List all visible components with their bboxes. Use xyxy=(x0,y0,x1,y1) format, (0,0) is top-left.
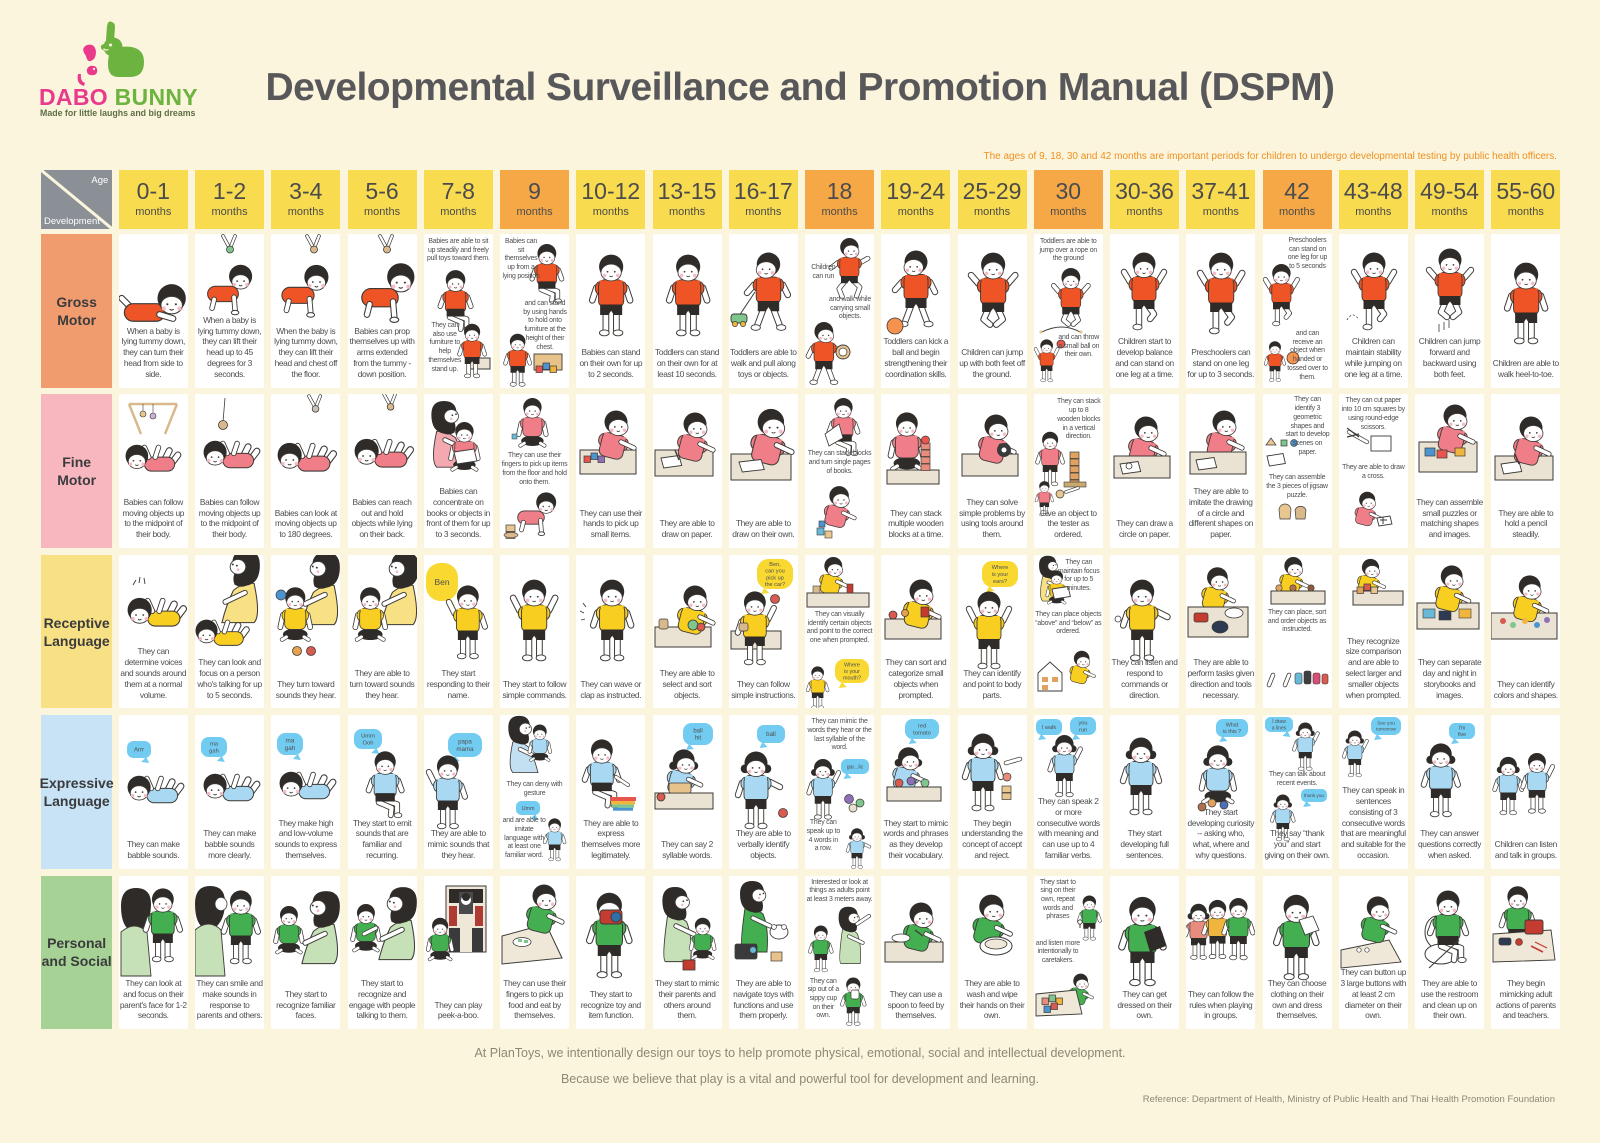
svg-text:I'm: I'm xyxy=(1459,726,1466,732)
svg-text:DABO BUNNY: DABO BUNNY xyxy=(39,84,198,110)
svg-text:tomato: tomato xyxy=(913,731,931,737)
svg-text:gah: gah xyxy=(285,745,296,752)
svg-text:mama: mama xyxy=(456,746,474,753)
svg-text:Ooh: Ooh xyxy=(362,741,373,747)
svg-text:Ben,: Ben, xyxy=(769,562,781,568)
svg-text:hit: hit xyxy=(694,736,701,742)
svg-text:See you: See you xyxy=(1377,721,1395,727)
svg-text:papa: papa xyxy=(458,739,472,746)
svg-text:pick up: pick up xyxy=(766,575,784,581)
svg-text:is this ?: is this ? xyxy=(1223,729,1241,735)
svg-text:ball: ball xyxy=(766,731,776,738)
svg-text:Umm: Umm xyxy=(361,734,375,740)
svg-text:What: What xyxy=(1226,723,1239,729)
svg-text:I draw: I draw xyxy=(1272,719,1286,725)
svg-text:gar...lic: gar...lic xyxy=(847,765,864,771)
svg-text:a lines: a lines xyxy=(1271,726,1286,732)
svg-text:I walk: I walk xyxy=(1042,725,1057,731)
svg-text:five: five xyxy=(1458,732,1466,738)
svg-text:ma: ma xyxy=(210,742,219,748)
svg-text:Where: Where xyxy=(844,662,860,668)
svg-text:you: you xyxy=(1078,721,1087,727)
svg-text:the car?: the car? xyxy=(765,582,785,588)
svg-text:thank you: thank you xyxy=(1304,793,1324,798)
svg-text:red: red xyxy=(918,724,926,730)
svg-text:mouth?: mouth? xyxy=(843,675,861,681)
svg-text:can you: can you xyxy=(765,568,785,574)
svg-text:run: run xyxy=(1079,728,1087,734)
svg-text:gah: gah xyxy=(209,749,219,755)
svg-text:Development: Development xyxy=(44,215,100,226)
svg-text:ball: ball xyxy=(693,729,702,735)
svg-text:Umm: Umm xyxy=(522,806,535,812)
svg-text:Ben: Ben xyxy=(434,577,449,587)
svg-text:Age: Age xyxy=(91,175,108,186)
svg-text:Made for little laughs and big: Made for little laughs and big dreams xyxy=(40,108,196,118)
svg-text:Arrr: Arrr xyxy=(134,748,144,754)
svg-text:is your: is your xyxy=(991,572,1008,578)
svg-text:is your: is your xyxy=(844,669,860,675)
svg-text:tomorrow: tomorrow xyxy=(1376,727,1397,733)
svg-text:ma: ma xyxy=(286,738,295,745)
svg-text:Where: Where xyxy=(991,565,1007,571)
svg-text:ears?: ears? xyxy=(993,579,1007,585)
